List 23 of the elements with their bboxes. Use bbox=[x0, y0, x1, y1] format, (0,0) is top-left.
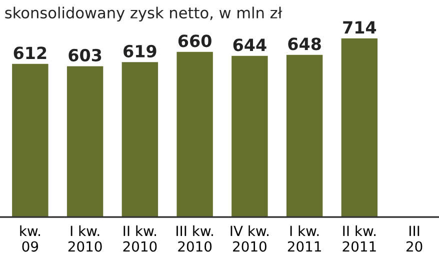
data-label: 644 bbox=[233, 38, 266, 52]
bar bbox=[176, 52, 213, 218]
bar bbox=[341, 38, 378, 218]
bar bbox=[12, 64, 48, 218]
x-tick-label: II kw. 2010 bbox=[123, 225, 157, 252]
data-label: 714 bbox=[343, 21, 376, 34]
data-label: 619 bbox=[124, 44, 156, 58]
data-label: 603 bbox=[68, 48, 102, 62]
data-label: 660 bbox=[178, 34, 212, 48]
bar bbox=[122, 62, 158, 218]
data-label: 612 bbox=[14, 46, 46, 60]
bar bbox=[286, 54, 323, 218]
x-tick-label: kw. 09 bbox=[20, 225, 40, 252]
x-tick-label: I kw. 2011 bbox=[288, 225, 321, 252]
x-tick-label: IV kw. 2010 bbox=[230, 225, 268, 252]
chart-title: skonsolidowany zysk netto, w mln zł bbox=[5, 6, 282, 22]
bar bbox=[232, 56, 268, 218]
x-tick-label: III kw. 2010 bbox=[176, 225, 213, 252]
x-tick-label: II kw. 2011 bbox=[342, 225, 376, 252]
x-tick-label: III 20 bbox=[406, 226, 422, 252]
x-tick-label: I kw. 2010 bbox=[68, 225, 102, 252]
data-label: 648 bbox=[288, 38, 321, 50]
bar bbox=[66, 66, 104, 218]
